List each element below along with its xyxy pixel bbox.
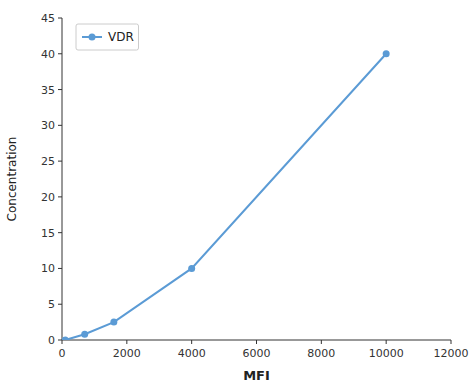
background <box>0 0 469 392</box>
y-tick-label: 5 <box>48 298 55 311</box>
y-tick-label: 35 <box>41 84 55 97</box>
x-tick <box>62 340 63 344</box>
y-tick <box>58 18 62 19</box>
x-tick <box>386 340 387 344</box>
y-tick <box>58 232 62 233</box>
x-tick <box>256 340 257 344</box>
plot-area <box>62 50 390 340</box>
y-tick <box>58 89 62 90</box>
y-tick <box>58 268 62 269</box>
y-tick-label: 0 <box>48 334 55 347</box>
series-marker <box>188 265 195 272</box>
x-tick <box>126 340 127 344</box>
x-tick-label: 8000 <box>307 347 335 360</box>
y-tick-label: 25 <box>41 155 55 168</box>
y-tick <box>58 161 62 162</box>
x-tick-label: 12000 <box>434 347 469 360</box>
series-marker <box>62 337 69 341</box>
series-marker <box>383 50 390 57</box>
y-tick <box>58 340 62 341</box>
y-tick <box>58 125 62 126</box>
x-tick-label: 10000 <box>369 347 404 360</box>
y-tick <box>58 196 62 197</box>
series-line <box>65 54 386 340</box>
x-axis-label: MFI <box>243 368 270 383</box>
y-axis-line <box>62 18 63 340</box>
legend-label: VDR <box>108 30 134 44</box>
y-tick-label: 10 <box>41 262 55 275</box>
chart-container: 0 2000 4000 6000 8000 10000 12000 0 5 10 15 20 25 30 3… <box>0 0 469 392</box>
legend: VDR <box>76 24 139 50</box>
y-tick-label: 20 <box>41 191 55 204</box>
y-tick <box>58 53 62 54</box>
x-tick <box>191 340 192 344</box>
x-tick-label: 6000 <box>243 347 271 360</box>
chart-svg: 0 2000 4000 6000 8000 10000 12000 0 5 10 15 20 25 30 3… <box>0 0 469 392</box>
x-tick <box>451 340 452 344</box>
y-tick-label: 30 <box>41 119 55 132</box>
legend-marker <box>89 34 96 41</box>
y-tick <box>58 304 62 305</box>
x-tick-label: 4000 <box>178 347 206 360</box>
x-tick-label: 0 <box>59 347 66 360</box>
y-tick-label: 40 <box>41 48 55 61</box>
x-tick <box>321 340 322 344</box>
y-axis-label: Concentration <box>5 137 19 222</box>
axes: 0 2000 4000 6000 8000 10000 12000 0 5 10 15 20 25 30 3… <box>41 12 469 360</box>
x-tick-label: 2000 <box>113 347 141 360</box>
series-marker <box>81 331 88 338</box>
series-marker <box>110 319 117 326</box>
legend-box <box>76 24 139 50</box>
y-tick-label: 45 <box>41 12 55 25</box>
y-tick-label: 15 <box>41 227 55 240</box>
